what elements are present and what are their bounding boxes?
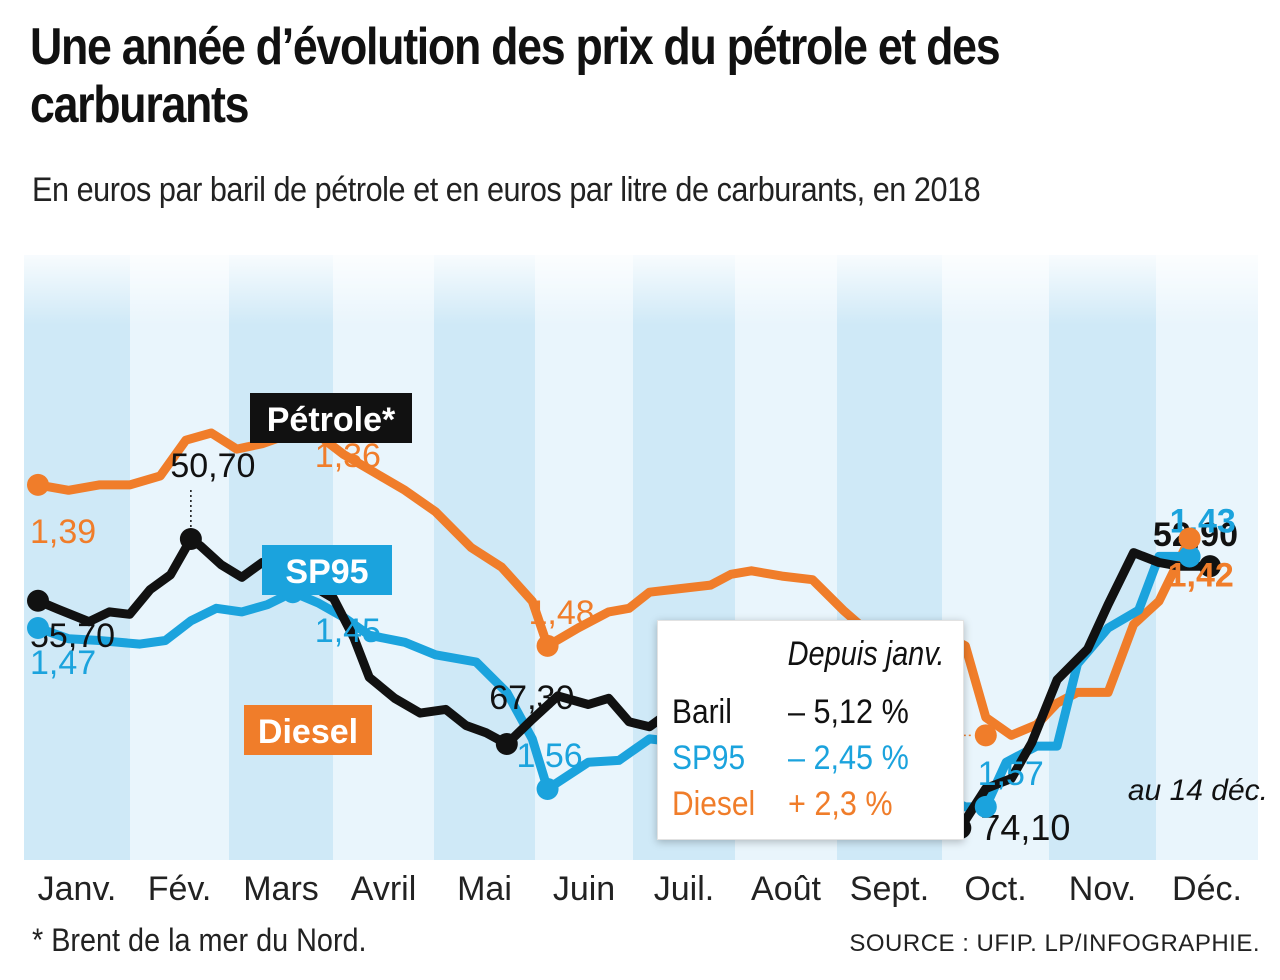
footnote: * Brent de la mer du Nord. [32,922,367,958]
month-label-10: Oct. [964,870,1026,908]
data-point-sp95-5 [27,617,49,639]
table-value-baril: – 5,12 % [788,693,909,731]
month-label-4: Avril [351,870,417,908]
series-line-sp95 [33,551,1195,812]
chart-title: Une année d’évolution des prix du pétrol… [30,18,1001,134]
data-label-diesel-10: 1,39 [30,513,96,551]
month-label-9: Sept. [850,870,929,908]
series-tag-diesel-background [244,705,372,755]
series-tag-petrole: Pétrole* [250,393,412,443]
table-header: Depuis janv. [788,635,945,673]
data-point-petrole-2 [495,733,518,756]
series-tag-petrole-background [250,393,412,443]
data-label-diesel-14: 1,42 [1168,557,1234,595]
table-label-sp95: SP95 [672,739,746,777]
data-point-diesel-12 [536,634,559,657]
series-tag-petrole-text: Pétrole* [267,401,396,439]
data-point-diesel-10 [27,473,49,496]
data-label-sp95-6: 1,45 [315,612,381,650]
source-credit: SOURCE : UFIP. LP/INFOGRAPHIE. [849,930,1260,957]
data-label-diesel-11: 1,36 [315,437,381,475]
data-label-petrole-1: 50,70 [170,447,255,485]
table-label-baril: Baril [672,693,732,731]
month-label-5: Mai [457,870,512,908]
data-label-sp95-7: 1,56 [516,737,582,775]
data-point-sp95-8 [974,795,997,818]
month-label-2: Fév. [148,870,212,908]
data-point-sp95-7 [536,778,559,800]
month-label-11: Nov. [1069,870,1136,908]
data-label-diesel-12: 1,48 [528,594,594,632]
data-label-petrole-3: 74,10 [980,807,1070,848]
data-point-petrole-1 [179,528,202,550]
series-line-petrole [33,534,1215,833]
change-since-january-table: Depuis janv. Baril – 5,12 % SP95 – 2,45 … [657,620,964,840]
data-point-sp95-9 [1178,545,1201,568]
table-value-sp95: – 2,45 % [788,739,909,777]
data-point-diesel-13 [974,724,997,747]
month-label-6: Juin [553,870,615,908]
series-tag-sp95: SP95 [262,545,392,595]
data-point-petrole-4 [1199,555,1221,578]
data-point-petrole-0 [27,589,49,612]
table-row-diesel: Diesel + 2,3 % [672,785,953,829]
end-date-note: au 14 déc. [1128,774,1268,807]
data-point-diesel-14 [1178,527,1201,550]
line-chart: Janv. Fév. Mars Avril Mai Juin Juil. Août Sept. O… [24,255,1268,908]
series-tag-sp95-text: SP95 [285,553,368,591]
month-label-12: Déc. [1172,870,1242,908]
month-label-8: Août [751,870,821,908]
data-label-sp95-5: 1,47 [30,644,96,682]
month-band-1 [24,255,130,860]
table-row-baril: Baril – 5,12 % [672,693,953,737]
data-label-sp95-8: 1,57 [978,755,1044,793]
series-tag-diesel-text: Diesel [258,713,358,751]
series-line-diesel [33,426,1195,740]
month-label-1: Janv. [38,870,117,908]
table-row-sp95: SP95 – 2,45 % [672,739,953,783]
plot-top-fade [24,255,1258,325]
series-tag-diesel: Diesel [244,705,372,755]
table-value-diesel: + 2,3 % [788,785,893,823]
table-label-diesel: Diesel [672,785,756,823]
data-label-petrole-2: 67,30 [489,679,574,717]
chart-subtitle: En euros par baril de pétrole et en euro… [32,171,981,209]
series-tag-sp95-background [262,545,392,595]
month-label-3: Mars [243,870,319,908]
month-label-7: Juil. [654,870,714,908]
